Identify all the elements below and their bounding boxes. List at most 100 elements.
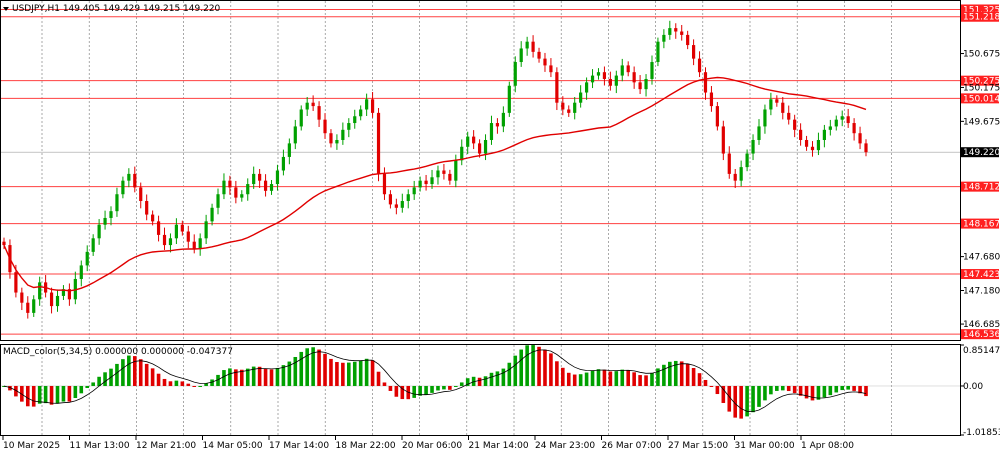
- macd-bar: [537, 346, 541, 386]
- macd-bar: [543, 349, 547, 386]
- macd-bar: [561, 367, 565, 386]
- macd-histogram: 0.85147 0.00 -1.018536: [1, 344, 1000, 438]
- candle-body: [133, 173, 137, 188]
- candle-body: [210, 207, 214, 222]
- macd-bar: [85, 385, 90, 389]
- macd-bar: [281, 365, 286, 386]
- x-tick-label: 21 Mar 14:00: [469, 441, 529, 451]
- candle-body: [365, 99, 369, 110]
- candle-body: [721, 126, 725, 154]
- macd-bar: [174, 380, 179, 386]
- candle-body: [252, 173, 256, 185]
- macd-bar: [703, 379, 708, 386]
- candle-body: [656, 41, 660, 63]
- candle-body: [73, 278, 77, 300]
- candle-body: [26, 302, 30, 313]
- candle-body: [608, 78, 612, 86]
- macd-bar: [840, 385, 845, 391]
- macd-bar: [662, 364, 666, 386]
- candle-body: [799, 129, 803, 140]
- collapse-icon[interactable]: [3, 7, 9, 11]
- macd-bar: [192, 385, 197, 387]
- candle-body: [644, 78, 648, 90]
- macd-bar: [739, 385, 743, 419]
- macd-bar: [769, 385, 773, 395]
- price-axis: 150.675 150.175 149.675 147.680 147.180 146.6…: [960, 50, 1000, 330]
- candle-body: [14, 272, 18, 293]
- candle-body: [311, 102, 315, 107]
- level-label: 148.167: [963, 220, 1000, 230]
- candle-body: [584, 82, 589, 93]
- macd-bar: [691, 368, 696, 386]
- macd-bar: [566, 372, 571, 386]
- macd-bar: [709, 385, 714, 387]
- macd-bar: [186, 383, 191, 386]
- candle-body: [174, 224, 178, 239]
- candle-body: [55, 295, 60, 307]
- macd-bar: [668, 361, 672, 386]
- candle-body: [335, 139, 339, 144]
- macd-bar: [620, 369, 625, 386]
- candle-body: [715, 106, 719, 127]
- candle-body: [156, 221, 161, 235]
- macd-bar: [37, 385, 42, 404]
- candle-body: [145, 201, 149, 215]
- candle-body: [97, 224, 101, 239]
- candle-body: [472, 136, 476, 144]
- candle-body: [804, 139, 809, 147]
- candle-body: [668, 28, 672, 35]
- macd-bar: [127, 355, 131, 386]
- macd-bar: [216, 374, 220, 386]
- macd-bar: [388, 385, 393, 391]
- candle-body: [828, 126, 832, 130]
- macd-bar: [335, 362, 339, 386]
- macd-bar: [810, 385, 815, 401]
- x-tick-label: 24 Mar 23:00: [535, 441, 595, 451]
- macd-panel: [0, 344, 961, 436]
- candle-body: [466, 136, 470, 147]
- macd-bar: [549, 353, 553, 386]
- candle-body: [775, 99, 779, 103]
- candle-body: [198, 238, 202, 249]
- candle-body: [287, 143, 291, 157]
- macd-bar: [757, 385, 761, 407]
- macd-bar: [245, 368, 250, 386]
- macd-bar: [293, 356, 298, 386]
- candle-body: [151, 214, 155, 222]
- macd-bar: [210, 379, 214, 386]
- level-label: 147.423: [963, 270, 1000, 280]
- macd-bar: [14, 385, 18, 397]
- candle-body: [852, 123, 856, 134]
- macd-bar: [763, 385, 767, 401]
- macd-bar: [525, 345, 529, 386]
- level-label: 151.218: [963, 13, 1000, 23]
- macd-bar: [650, 372, 654, 386]
- macd-bar: [299, 351, 304, 386]
- macd-y-tick-label: 0.85147: [963, 346, 1000, 356]
- macd-bar: [168, 381, 173, 386]
- level-tag: [961, 93, 999, 104]
- candle-body: [614, 75, 618, 86]
- macd-bar: [204, 383, 208, 386]
- macd-bar: [370, 360, 375, 386]
- level-tag: [961, 4, 999, 15]
- candle-body: [38, 282, 42, 300]
- y-tick-label: 150.175: [963, 83, 1000, 93]
- macd-bar: [263, 368, 268, 386]
- candle-body: [460, 146, 464, 161]
- candle-body: [751, 139, 755, 154]
- macd-bar: [55, 385, 60, 404]
- candle-body: [745, 153, 749, 168]
- candle-body: [454, 160, 458, 181]
- macd-bar: [317, 349, 321, 386]
- macd-bar: [234, 369, 238, 386]
- candle-body: [299, 109, 303, 127]
- macd-bar: [138, 359, 143, 386]
- macd-bar: [436, 385, 440, 391]
- macd-bar: [364, 358, 369, 386]
- macd-bar: [828, 385, 833, 396]
- macd-bar: [727, 385, 732, 412]
- macd-bar: [858, 385, 862, 394]
- macd-bar: [341, 362, 345, 386]
